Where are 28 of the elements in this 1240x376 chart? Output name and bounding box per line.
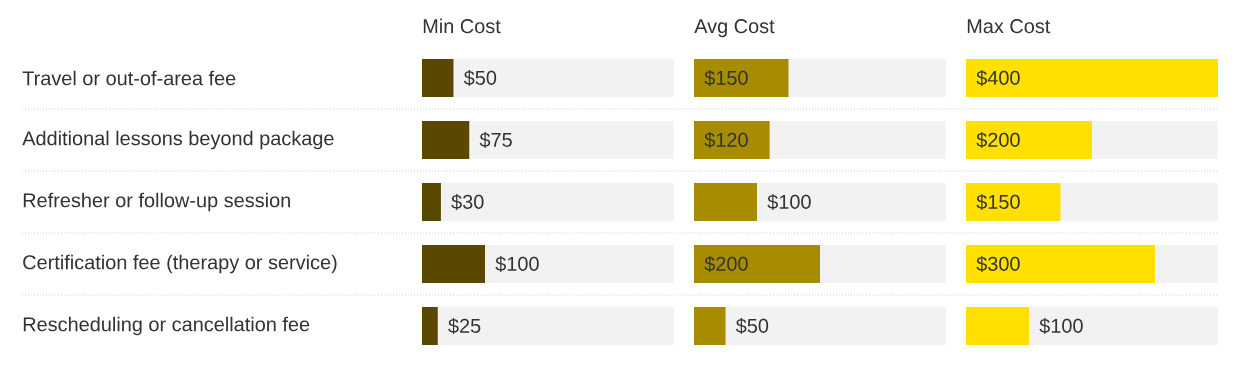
bar — [422, 307, 438, 345]
y-tick-label: Refresher or follow-up session — [23, 192, 290, 212]
data-label: $25 — [448, 317, 481, 335]
data-label: $50 — [735, 317, 769, 335]
y-tick-label: Travel or out-of-area fee — [22, 70, 236, 86]
data-label: $100 — [495, 255, 539, 273]
data-label: $50 — [463, 69, 497, 87]
data-label: $30 — [451, 193, 484, 211]
data-label: $75 — [479, 131, 512, 149]
data-label: $200 — [704, 255, 748, 273]
chart-title: Min Cost — [423, 18, 501, 34]
data-label: $300 — [976, 255, 1020, 273]
y-tick-label: Additional lessons beyond package — [22, 130, 334, 150]
data-label: $200 — [976, 131, 1020, 149]
chart-title: Max Cost — [967, 19, 1051, 34]
bar — [422, 183, 441, 221]
data-label: $100 — [1039, 317, 1083, 335]
data-label: $120 — [704, 131, 748, 149]
data-label: $100 — [767, 193, 811, 211]
y-tick-label: Certification fee (therapy or service) — [23, 254, 337, 274]
y-tick-label: Rescheduling or cancellation fee — [23, 316, 310, 336]
bar — [422, 121, 470, 159]
data-label: $150 — [976, 193, 1020, 211]
chart-title: Avg Cost — [694, 19, 775, 38]
bar — [422, 59, 454, 97]
bar — [694, 307, 726, 345]
data-label: $150 — [704, 69, 748, 87]
data-label: $400 — [976, 69, 1020, 87]
